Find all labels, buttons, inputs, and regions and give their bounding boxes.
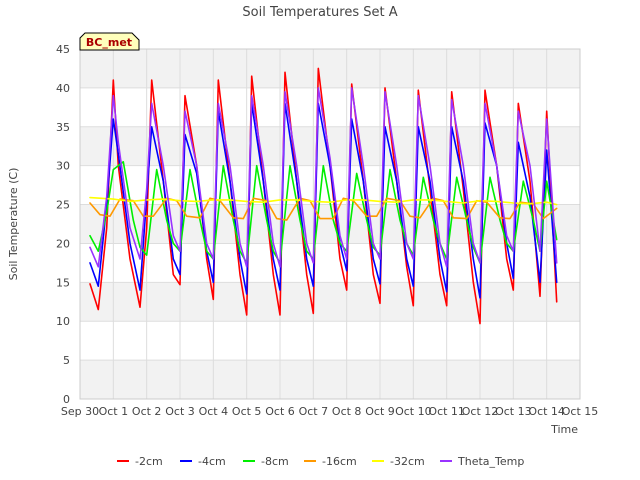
y-tick-label: 5 bbox=[63, 354, 70, 367]
x-tick-label: Oct 2 bbox=[132, 405, 162, 418]
x-tick-label: Oct 8 bbox=[332, 405, 362, 418]
legend-label: -8cm bbox=[261, 455, 289, 468]
y-tick-label: 45 bbox=[56, 43, 70, 56]
legend-label: -2cm bbox=[135, 455, 163, 468]
x-tick-label: Oct 13 bbox=[495, 405, 532, 418]
y-axis-label: Soil Temperature (C) bbox=[7, 168, 20, 281]
plot-band bbox=[80, 321, 580, 361]
y-tick-label: 0 bbox=[63, 393, 70, 406]
plot-band bbox=[80, 360, 580, 399]
x-tick-label: Sep 30 bbox=[61, 405, 99, 418]
x-axis-label: Time bbox=[550, 423, 578, 436]
series-line bbox=[89, 87, 558, 268]
x-tick-label: Oct 6 bbox=[265, 405, 295, 418]
series-lines bbox=[89, 67, 558, 325]
y-tick-label: 15 bbox=[56, 276, 70, 289]
legend-label: Theta_Temp bbox=[457, 455, 524, 468]
x-tick-label: Oct 4 bbox=[199, 405, 229, 418]
x-tick-label: Oct 10 bbox=[395, 405, 432, 418]
x-tick-label: Oct 7 bbox=[299, 405, 329, 418]
y-axis: 0 5 10 15 20 25 30 35 40 45 bbox=[56, 43, 70, 406]
y-tick-label: 20 bbox=[56, 237, 70, 250]
x-tick-label: Oct 14 bbox=[528, 405, 565, 418]
x-tick-label: Oct 9 bbox=[365, 405, 395, 418]
legend-label: -16cm bbox=[322, 455, 357, 468]
x-tick-label: Oct 3 bbox=[165, 405, 195, 418]
x-tick-label: Oct 12 bbox=[462, 405, 499, 418]
x-tick-label: Oct 5 bbox=[232, 405, 262, 418]
y-tick-label: 40 bbox=[56, 82, 70, 95]
x-tick-label: Oct 11 bbox=[428, 405, 465, 418]
plot-background bbox=[80, 49, 580, 399]
series-line bbox=[89, 196, 558, 206]
plot-band bbox=[80, 282, 580, 322]
y-tick-label: 30 bbox=[56, 160, 70, 173]
x-axis: Sep 30 Oct 1 Oct 2 Oct 3 Oct 4 Oct 5 Oct 6 Oct … bbox=[61, 405, 598, 418]
annotation-box: BC_met bbox=[79, 32, 140, 51]
plot-band bbox=[80, 204, 580, 244]
legend: -2cm -4cm -8cm -16cm -32cm Theta_Temp bbox=[117, 455, 524, 468]
plot-band bbox=[80, 87, 580, 127]
legend-label: -4cm bbox=[198, 455, 226, 468]
y-tick-label: 25 bbox=[56, 199, 70, 212]
plot-band bbox=[80, 243, 580, 283]
chart-title: Soil Temperatures Set A bbox=[242, 5, 397, 20]
plot-area bbox=[79, 48, 581, 400]
x-tick-label: Oct 1 bbox=[99, 405, 129, 418]
annotation-label: BC_met bbox=[86, 36, 132, 49]
y-tick-label: 35 bbox=[56, 121, 70, 134]
y-tick-label: 10 bbox=[56, 315, 70, 328]
plot-band bbox=[80, 49, 580, 88]
x-tick-label: Oct 15 bbox=[562, 405, 599, 418]
legend-label: -32cm bbox=[390, 455, 425, 468]
